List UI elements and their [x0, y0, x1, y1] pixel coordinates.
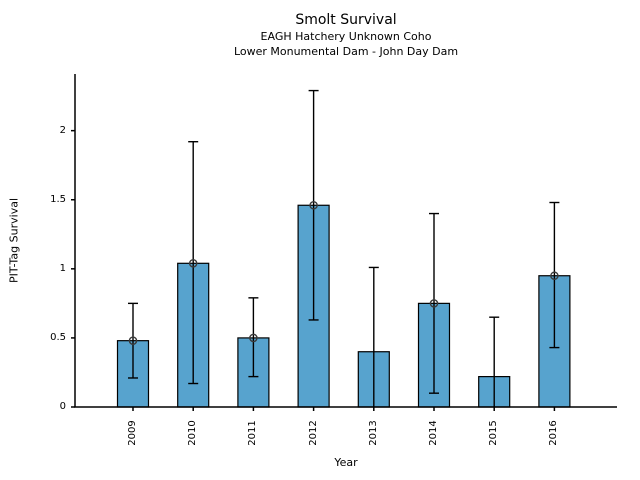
- y-tick-label: 1.5: [50, 193, 66, 205]
- y-tick-label: 0: [59, 401, 66, 412]
- point-marker: [128, 336, 138, 345]
- point-marker: [309, 200, 318, 210]
- x-tick-label: 2014: [428, 420, 439, 446]
- x-tick-label: 2012: [307, 420, 319, 446]
- x-tick-label: 2009: [127, 420, 138, 446]
- point-marker: [550, 271, 559, 281]
- chart-subtitle-line2: Lower Monumental Dam - John Day Dam: [233, 45, 459, 58]
- y-tick-label: 0.5: [50, 331, 66, 343]
- chart-title: Smolt Survival: [295, 12, 397, 28]
- y-tick-label: 1: [59, 262, 66, 274]
- x-tick-label: 2011: [247, 420, 259, 446]
- point-marker: [188, 258, 198, 268]
- x-axis-label: Year: [334, 456, 358, 469]
- x-tick-label: 2016: [548, 420, 560, 446]
- x-tick-label: 2013: [367, 420, 379, 446]
- y-tick-label: 2: [59, 124, 66, 136]
- x-tick-label: 2010: [187, 420, 199, 446]
- chart-subtitle-line1: EAGH Hatchery Unknown Coho: [260, 30, 432, 43]
- x-tick-label: 2015: [488, 420, 500, 446]
- point-marker: [249, 333, 258, 343]
- point-marker: [429, 299, 439, 308]
